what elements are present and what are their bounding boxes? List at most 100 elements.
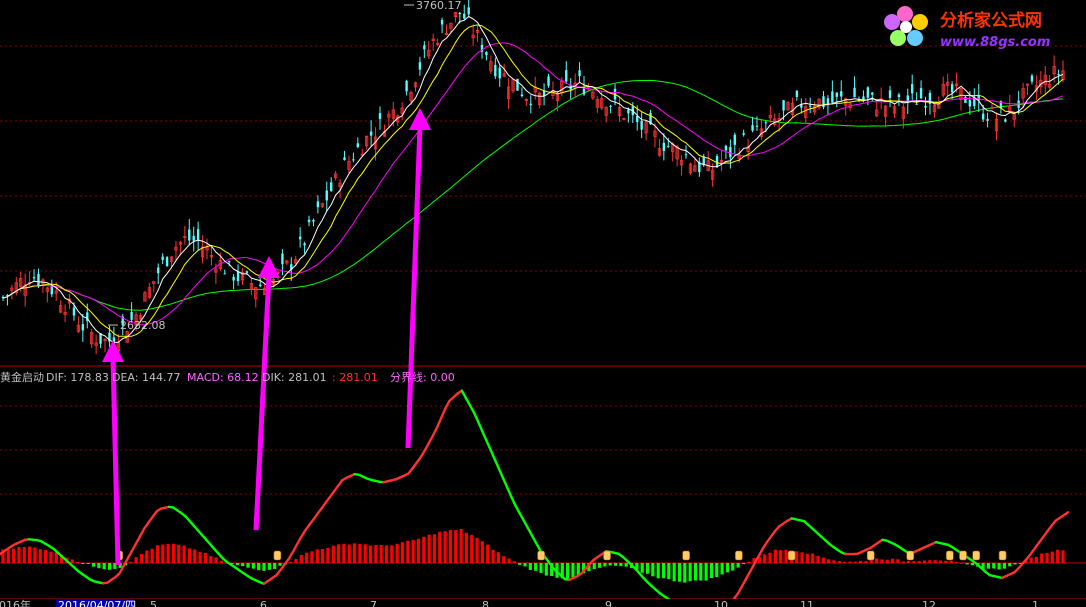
candle-body bbox=[733, 134, 736, 145]
candle-body bbox=[418, 62, 422, 70]
histogram-bar bbox=[986, 563, 991, 569]
dif-segment bbox=[493, 458, 501, 470]
candle-body bbox=[1, 296, 5, 299]
candle-body bbox=[804, 106, 808, 118]
candle-body bbox=[298, 236, 302, 240]
histogram-bar bbox=[997, 563, 1001, 570]
histogram-bar bbox=[741, 563, 746, 565]
flower-icon bbox=[884, 6, 928, 46]
candle-body bbox=[240, 271, 245, 281]
histogram-bar bbox=[1, 549, 5, 563]
candle-body bbox=[196, 229, 200, 241]
dif-segment bbox=[130, 542, 138, 553]
candle-body bbox=[485, 52, 488, 56]
histogram-bar bbox=[693, 563, 698, 581]
zero-line-label: 分界线: 0.00 bbox=[390, 370, 455, 384]
histogram-bar bbox=[1045, 552, 1049, 563]
macd-label: MACD: 68.12 bbox=[187, 371, 259, 384]
candle-body bbox=[103, 338, 107, 342]
dif-segment bbox=[526, 526, 534, 537]
histogram-bar bbox=[981, 563, 985, 569]
histogram-bar bbox=[1056, 549, 1060, 563]
histogram-bar bbox=[864, 561, 868, 563]
histogram-bar bbox=[523, 563, 527, 567]
dif-label: DIF: 178.83 bbox=[46, 371, 109, 384]
histogram-bar bbox=[491, 549, 495, 563]
candle-body bbox=[919, 88, 923, 99]
histogram-bar bbox=[17, 546, 21, 563]
candle-body bbox=[23, 284, 27, 296]
histogram-bar bbox=[438, 531, 442, 563]
candle-body bbox=[54, 290, 58, 294]
candle-body bbox=[782, 100, 785, 111]
histogram-bar bbox=[347, 544, 351, 563]
candle-body bbox=[507, 86, 511, 99]
logo-title: 分析家公式网 bbox=[940, 10, 1042, 31]
candle-body bbox=[214, 268, 218, 273]
candle-body bbox=[232, 276, 235, 281]
histogram-bar bbox=[970, 563, 975, 566]
histogram-bar bbox=[1029, 557, 1033, 563]
histogram-bar bbox=[949, 560, 953, 563]
low-price-label: 2632.08 bbox=[120, 319, 166, 332]
candle-body bbox=[937, 104, 941, 109]
candle-body bbox=[693, 165, 697, 172]
candle-body bbox=[999, 101, 1003, 109]
date-label: 2016/04/07/四 bbox=[58, 599, 136, 607]
histogram-bar bbox=[6, 549, 10, 563]
dif-segment bbox=[530, 534, 538, 545]
histogram-bar bbox=[661, 563, 666, 579]
histogram-bar bbox=[44, 549, 48, 563]
candle-body bbox=[883, 105, 888, 117]
time-axis: 2016年 2016/04/07/四 5 6 7 8 9 10 11 12 1 bbox=[0, 598, 1086, 607]
candle-body bbox=[662, 142, 666, 151]
histogram-bar bbox=[427, 534, 431, 563]
histogram-bar bbox=[651, 563, 655, 577]
candle-body bbox=[715, 156, 719, 166]
buy-signal-arrows bbox=[102, 108, 431, 566]
candle-body bbox=[684, 154, 688, 156]
histogram-bar bbox=[683, 563, 687, 583]
candle-body bbox=[290, 264, 293, 270]
histogram-bar bbox=[821, 557, 825, 563]
histogram-bar bbox=[848, 561, 852, 563]
histogram-bar bbox=[368, 545, 373, 563]
candle-body bbox=[99, 333, 102, 344]
histogram-bar bbox=[416, 538, 421, 563]
candle-body bbox=[316, 201, 320, 208]
histogram-bar bbox=[81, 563, 85, 564]
histogram-bar bbox=[512, 561, 516, 563]
dea-label: DEA: 144.77 bbox=[112, 371, 180, 384]
candle-body bbox=[343, 157, 346, 161]
month-label: 5 bbox=[150, 599, 157, 607]
month-label: 7 bbox=[370, 599, 377, 607]
histogram-bar bbox=[885, 559, 889, 563]
candle-body bbox=[50, 285, 53, 295]
histogram-bar bbox=[592, 563, 596, 570]
arrow-shaft bbox=[110, 357, 121, 566]
histogram-bar bbox=[91, 563, 96, 567]
candle-body bbox=[294, 259, 298, 264]
high-price-label: 3760.17 bbox=[416, 0, 462, 12]
candle-body bbox=[688, 163, 693, 174]
candle-body bbox=[130, 312, 133, 320]
histogram-bar bbox=[624, 563, 628, 567]
histogram-bar bbox=[608, 563, 612, 566]
candle-body bbox=[941, 84, 945, 96]
candle-body bbox=[875, 109, 879, 117]
dif-segment bbox=[522, 519, 530, 530]
dif-segment bbox=[514, 504, 521, 515]
dif-segment bbox=[510, 495, 517, 507]
histogram-bar bbox=[214, 557, 218, 563]
candle-body bbox=[1025, 83, 1030, 86]
dif-segment bbox=[477, 420, 484, 433]
histogram-bar bbox=[725, 563, 730, 573]
candle-body bbox=[463, 13, 466, 19]
histogram-bar bbox=[257, 563, 261, 571]
indicator-header: 黄金启动 DIF: 178.83 DEA: 144.77 MACD: 68.12… bbox=[0, 370, 455, 384]
candle-body bbox=[334, 173, 338, 178]
dif-segment bbox=[753, 554, 760, 565]
candle-body bbox=[578, 70, 581, 77]
histogram-bar bbox=[358, 543, 362, 563]
candle-body bbox=[152, 281, 156, 285]
